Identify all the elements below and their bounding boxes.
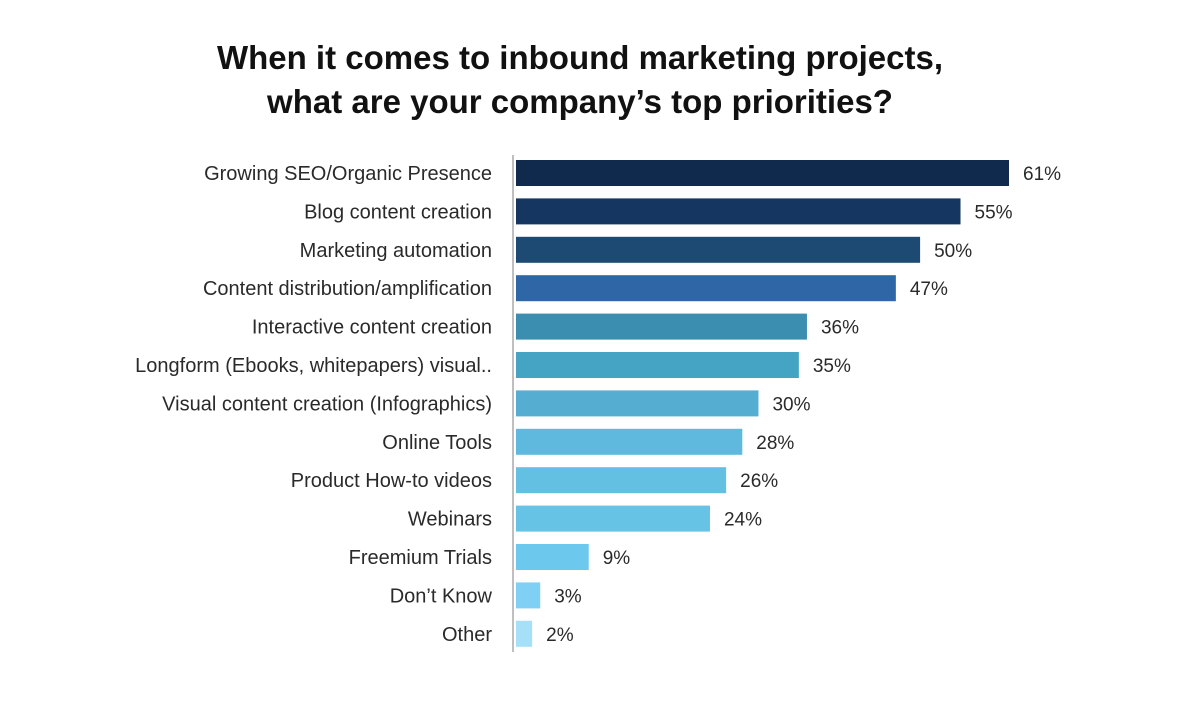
category-label: Visual content creation (Infographics): [162, 393, 492, 415]
category-label: Blog content creation: [304, 201, 492, 223]
bar: [516, 428, 743, 455]
value-label: 30%: [772, 394, 810, 415]
value-label: 3%: [554, 586, 582, 607]
bar: [516, 198, 961, 225]
category-label: Product How-to videos: [291, 470, 492, 492]
category-label: Longform (Ebooks, whitepapers) visual..: [135, 355, 492, 377]
value-label: 61%: [1023, 164, 1061, 185]
value-label: 24%: [724, 510, 762, 531]
bar: [516, 544, 589, 570]
category-label: Growing SEO/Organic Presence: [204, 163, 492, 185]
category-label: Freemium Trials: [349, 547, 492, 569]
chart-title-line-2: what are your company’s top priorities?: [267, 83, 893, 120]
chart-title: When it comes to inbound marketing proje…: [0, 36, 1160, 124]
bar: [516, 313, 807, 340]
category-label: Interactive content creation: [252, 317, 492, 339]
bar: [516, 160, 1009, 186]
bar: [516, 275, 896, 302]
value-label: 36%: [821, 318, 859, 339]
value-label: 35%: [813, 356, 851, 377]
category-label: Don’t Know: [390, 585, 493, 607]
category-label: Webinars: [408, 509, 492, 531]
category-label: Online Tools: [382, 432, 492, 454]
bar: [516, 352, 799, 378]
bar: [516, 390, 759, 417]
bar: [516, 236, 921, 263]
bar: [516, 620, 533, 647]
bar: [516, 582, 541, 609]
value-label: 47%: [910, 279, 948, 300]
category-label: Marketing automation: [300, 240, 492, 262]
value-label: 2%: [546, 625, 574, 646]
value-label: 50%: [934, 241, 972, 262]
category-label: Other: [442, 624, 492, 646]
category-label: Content distribution/amplification: [203, 278, 492, 300]
value-label: 55%: [975, 202, 1013, 223]
bar: [516, 467, 727, 494]
chart-title-line-1: When it comes to inbound marketing proje…: [216, 39, 944, 76]
value-label: 26%: [740, 471, 778, 492]
bar: [516, 505, 710, 532]
value-label: 9%: [603, 548, 631, 569]
value-label: 28%: [756, 433, 794, 454]
